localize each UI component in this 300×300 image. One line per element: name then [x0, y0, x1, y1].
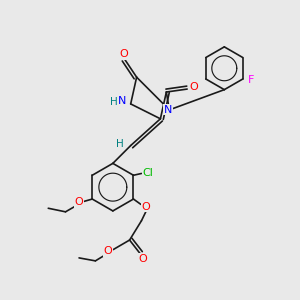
Text: O: O: [189, 82, 198, 92]
Text: O: O: [139, 254, 147, 264]
Text: O: O: [142, 202, 151, 212]
Text: H: H: [116, 139, 124, 149]
Text: O: O: [103, 246, 112, 256]
Text: F: F: [248, 76, 254, 85]
Text: O: O: [74, 197, 83, 207]
Text: H: H: [110, 98, 118, 107]
Text: N: N: [118, 96, 127, 106]
Text: N: N: [164, 105, 172, 115]
Text: O: O: [119, 49, 128, 59]
Text: Cl: Cl: [143, 168, 154, 178]
